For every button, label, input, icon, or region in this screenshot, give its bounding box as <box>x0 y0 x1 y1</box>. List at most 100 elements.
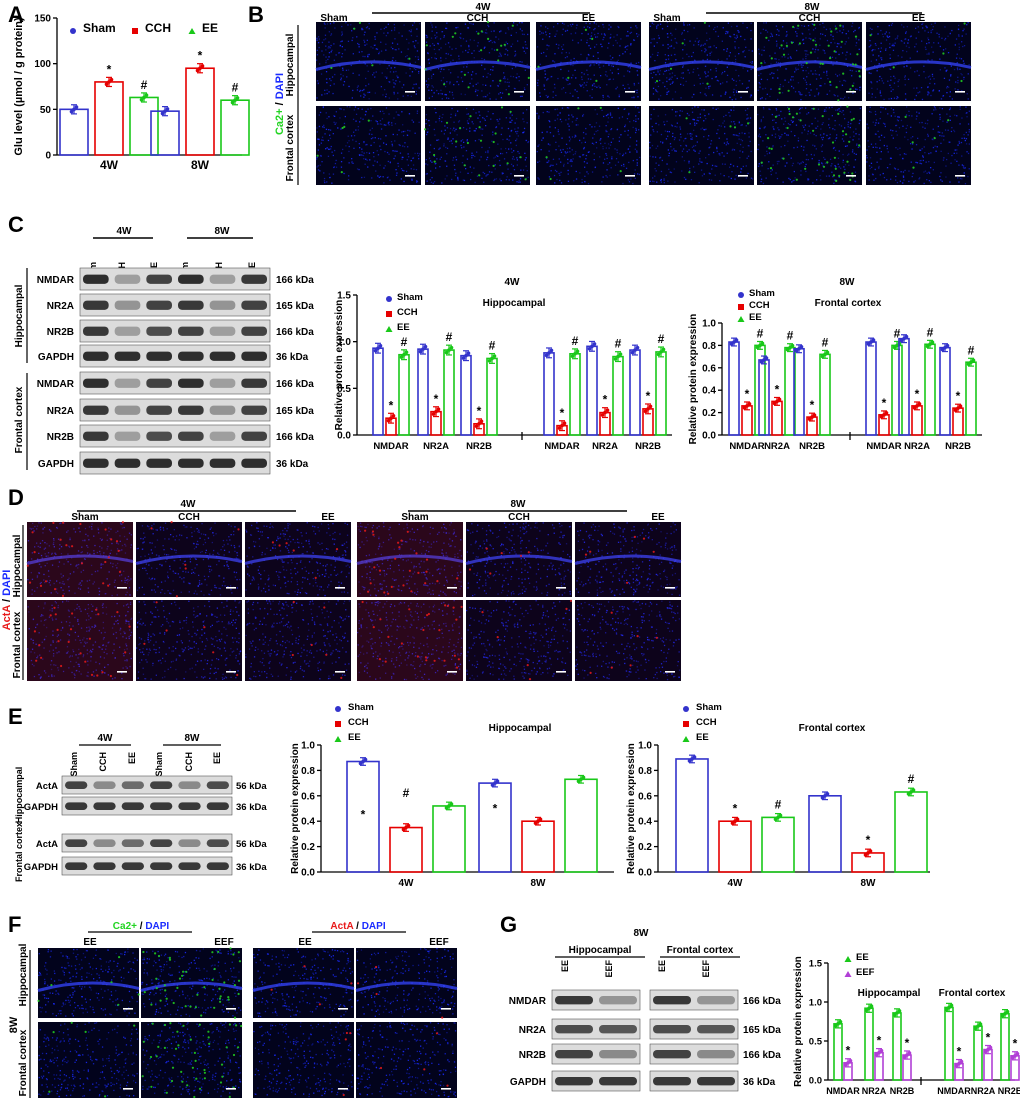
nucleus-dot <box>205 549 207 551</box>
nucleus-dot <box>940 142 942 144</box>
nucleus-dot <box>616 34 618 36</box>
nucleus-dot <box>711 168 713 170</box>
micrograph <box>315 21 422 101</box>
nucleus-dot <box>800 145 803 147</box>
nucleus-dot <box>94 570 97 573</box>
nucleus-dot <box>732 134 735 136</box>
nucleus-dot <box>874 110 877 113</box>
nucleus-dot <box>925 48 927 50</box>
nucleus-dot <box>872 146 874 148</box>
panel-letter: E <box>8 704 23 729</box>
nucleus-dot <box>897 168 899 171</box>
nucleus-dot <box>396 134 398 136</box>
nucleus-dot <box>779 83 782 86</box>
data-point <box>562 421 567 426</box>
nucleus-dot <box>876 151 878 153</box>
nucleus-dot <box>859 107 861 110</box>
nucleus-dot <box>725 92 727 94</box>
nucleus-dot <box>37 558 39 560</box>
nucleus-dot <box>629 67 631 69</box>
nucleus-dot <box>345 565 347 567</box>
signal-spot <box>841 130 845 133</box>
nucleus-dot <box>369 129 371 131</box>
nucleus-dot <box>886 167 889 169</box>
nucleus-dot <box>824 35 826 37</box>
nucleus-dot <box>587 173 589 175</box>
nucleus-dot <box>62 589 64 591</box>
nucleus-dot <box>843 113 845 116</box>
nucleus-dot <box>465 150 468 152</box>
significance-mark: * <box>882 396 887 410</box>
nucleus-dot <box>81 546 83 548</box>
signal-spot <box>175 595 178 598</box>
nucleus-dot <box>939 134 941 137</box>
nucleus-dot <box>696 141 698 143</box>
nucleus-dot <box>595 130 597 133</box>
nucleus-dot <box>884 125 886 128</box>
nucleus-dot <box>695 135 698 137</box>
nucleus-dot <box>630 26 632 29</box>
nucleus-dot <box>782 181 784 183</box>
signal-spot <box>65 544 68 547</box>
nucleus-dot <box>824 109 826 111</box>
nucleus-dot <box>84 527 87 530</box>
nucleus-dot <box>296 562 298 565</box>
nucleus-dot <box>385 143 387 146</box>
nucleus-dot <box>791 85 793 88</box>
nucleus-dot <box>774 58 776 60</box>
nucleus-dot <box>218 575 221 577</box>
signal-spot <box>799 119 802 122</box>
nucleus-dot <box>317 138 319 140</box>
nucleus-dot <box>926 42 928 45</box>
nucleus-dot <box>123 526 125 529</box>
nucleus-dot <box>499 118 501 120</box>
nucleus-dot <box>332 133 334 135</box>
data-point <box>732 340 736 344</box>
nucleus-dot <box>378 176 380 178</box>
nucleus-dot <box>99 550 101 553</box>
nucleus-dot <box>183 560 186 563</box>
nucleus-dot <box>685 137 687 140</box>
nucleus-dot <box>940 179 942 181</box>
nucleus-dot <box>839 30 841 32</box>
nucleus-dot <box>508 85 510 87</box>
nucleus-dot <box>710 143 712 145</box>
nucleus-dot <box>550 170 552 172</box>
nucleus-dot <box>919 149 922 151</box>
nucleus-dot <box>567 169 569 172</box>
nucleus-dot <box>817 108 820 110</box>
scale-bar <box>846 91 856 93</box>
nucleus-dot <box>105 593 107 595</box>
nucleus-dot <box>816 179 818 181</box>
nucleus-dot <box>892 137 894 139</box>
nucleus-dot <box>317 165 319 167</box>
nucleus-dot <box>627 134 629 136</box>
nucleus-dot <box>784 79 786 81</box>
nucleus-dot <box>284 582 286 584</box>
nucleus-dot <box>936 146 938 148</box>
nucleus-dot <box>915 94 917 97</box>
nucleus-dot <box>526 122 528 124</box>
nucleus-dot <box>401 86 403 89</box>
nucleus-dot <box>904 169 906 172</box>
nucleus-dot <box>699 160 701 162</box>
nucleus-dot <box>285 585 287 588</box>
nucleus-dot <box>290 572 292 575</box>
nucleus-dot <box>670 32 672 34</box>
nucleus-dot <box>433 44 435 46</box>
nucleus-dot <box>569 92 571 94</box>
nucleus-dot <box>325 56 327 58</box>
nucleus-dot <box>123 535 126 538</box>
nucleus-dot <box>948 79 951 81</box>
nucleus-dot <box>828 107 830 109</box>
nucleus-dot <box>156 529 158 531</box>
nucleus-dot <box>282 561 284 563</box>
signal-spot <box>104 560 107 564</box>
nucleus-dot <box>628 181 631 183</box>
nucleus-dot <box>340 571 342 574</box>
nucleus-dot <box>285 546 287 548</box>
nucleus-dot <box>595 141 597 144</box>
protein-band <box>241 274 267 284</box>
nucleus-dot <box>941 37 943 39</box>
nucleus-dot <box>961 155 963 157</box>
